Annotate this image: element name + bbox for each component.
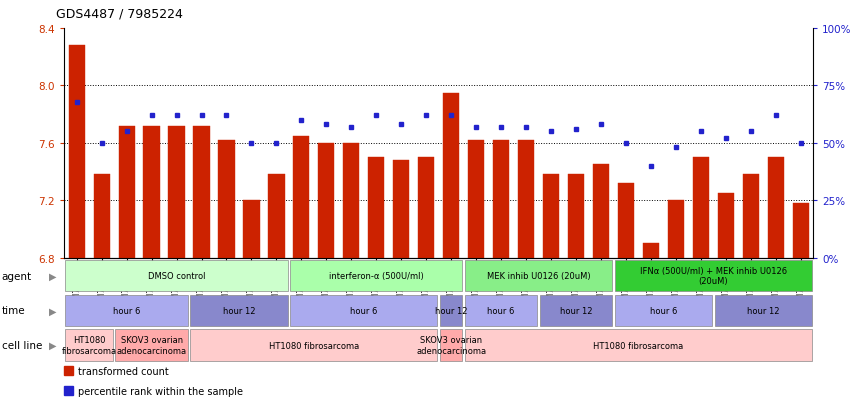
Bar	[518, 141, 534, 258]
Bar	[743, 175, 759, 258]
Bar	[615, 295, 712, 326]
Bar	[493, 141, 509, 258]
Bar	[440, 330, 462, 361]
Bar	[116, 330, 187, 361]
Text: IFNα (500U/ml) + MEK inhib U0126
(20uM): IFNα (500U/ml) + MEK inhib U0126 (20uM)	[639, 266, 787, 285]
Bar	[193, 126, 210, 258]
Text: hour 6: hour 6	[350, 306, 377, 315]
Text: hour 12: hour 12	[223, 306, 255, 315]
Bar	[65, 295, 187, 326]
Bar	[190, 295, 288, 326]
Bar	[290, 295, 437, 326]
Bar	[65, 330, 113, 361]
Bar	[717, 194, 734, 258]
Bar	[93, 175, 110, 258]
Text: hour 6: hour 6	[487, 306, 514, 315]
Text: agent: agent	[2, 271, 32, 281]
Bar	[343, 143, 360, 258]
Text: hour 12: hour 12	[560, 306, 592, 315]
Text: ▶: ▶	[49, 340, 56, 350]
Text: HT1080
fibrosarcoma: HT1080 fibrosarcoma	[62, 336, 116, 355]
Bar	[440, 295, 462, 326]
Bar	[693, 158, 709, 258]
Bar	[218, 141, 235, 258]
Bar	[568, 175, 584, 258]
Bar	[268, 175, 284, 258]
Bar	[294, 136, 310, 258]
Bar	[144, 126, 160, 258]
Text: DMSO control: DMSO control	[148, 271, 205, 280]
Text: hour 6: hour 6	[650, 306, 677, 315]
Text: hour 12: hour 12	[435, 306, 467, 315]
Bar	[468, 141, 484, 258]
Bar	[64, 366, 73, 375]
Bar	[64, 386, 73, 395]
Text: ▶: ▶	[49, 306, 56, 316]
Bar	[715, 295, 812, 326]
Bar	[118, 126, 134, 258]
Bar	[368, 158, 384, 258]
Bar	[593, 165, 609, 258]
Bar	[465, 330, 812, 361]
Text: HT1080 fibrosarcoma: HT1080 fibrosarcoma	[269, 341, 359, 350]
Bar	[543, 175, 559, 258]
Bar	[65, 260, 288, 292]
Bar	[668, 201, 684, 258]
Bar	[290, 260, 462, 292]
Text: hour 12: hour 12	[747, 306, 780, 315]
Bar	[615, 260, 812, 292]
Bar	[393, 161, 409, 258]
Text: MEK inhib U0126 (20uM): MEK inhib U0126 (20uM)	[487, 271, 591, 280]
Text: interferon-α (500U/ml): interferon-α (500U/ml)	[329, 271, 424, 280]
Bar	[465, 260, 612, 292]
Text: ▶: ▶	[49, 271, 56, 281]
Bar	[540, 295, 612, 326]
Bar	[243, 201, 259, 258]
Bar	[169, 126, 185, 258]
Bar	[768, 158, 784, 258]
Text: HT1080 fibrosarcoma: HT1080 fibrosarcoma	[593, 341, 684, 350]
Text: GDS4487 / 7985224: GDS4487 / 7985224	[56, 8, 182, 21]
Text: percentile rank within the sample: percentile rank within the sample	[78, 386, 243, 396]
Bar	[443, 93, 460, 258]
Text: cell line: cell line	[2, 340, 42, 350]
Bar	[318, 143, 335, 258]
Bar	[465, 295, 538, 326]
Bar	[618, 184, 634, 258]
Bar	[643, 244, 659, 258]
Text: SKOV3 ovarian
adenocarcinoma: SKOV3 ovarian adenocarcinoma	[116, 336, 187, 355]
Bar	[68, 46, 85, 258]
Text: time: time	[2, 306, 26, 316]
Text: SKOV3 ovarian
adenocarcinoma: SKOV3 ovarian adenocarcinoma	[416, 336, 486, 355]
Text: hour 6: hour 6	[113, 306, 140, 315]
Bar	[418, 158, 434, 258]
Bar	[190, 330, 437, 361]
Bar	[793, 204, 809, 258]
Text: transformed count: transformed count	[78, 366, 169, 376]
